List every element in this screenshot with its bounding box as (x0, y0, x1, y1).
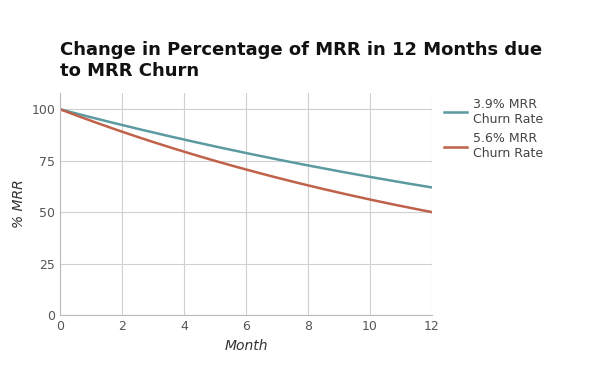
5.6% MRR
Churn Rate (58, 108, 65, 112)
3.9% MRR
Churn Rate (284, 159, 291, 164)
5.6% MRR
Churn Rate (56, 107, 64, 111)
3.9% MRR
Churn Rate (58, 107, 65, 112)
5.6% MRR
Churn Rate (278, 177, 285, 181)
5.6% MRR
Churn Rate (284, 178, 291, 183)
Line: 3.9% MRR
Churn Rate: 3.9% MRR Churn Rate (60, 109, 432, 187)
5.6% MRR
Churn Rate (428, 210, 436, 214)
3.9% MRR
Churn Rate (56, 107, 64, 111)
3.9% MRR
Churn Rate (370, 175, 377, 180)
3.9% MRR
Churn Rate (277, 158, 284, 162)
3.9% MRR
Churn Rate (394, 180, 401, 184)
3.9% MRR
Churn Rate (428, 185, 436, 190)
Legend: 3.9% MRR
Churn Rate, 5.6% MRR
Churn Rate: 3.9% MRR Churn Rate, 5.6% MRR Churn Rate (439, 93, 548, 165)
3.9% MRR
Churn Rate (278, 158, 285, 162)
Text: Change in Percentage of MRR in 12 Months due
to MRR Churn: Change in Percentage of MRR in 12 Months… (60, 41, 542, 80)
X-axis label: Month: Month (224, 339, 268, 353)
5.6% MRR
Churn Rate (370, 198, 377, 203)
Y-axis label: % MRR: % MRR (12, 180, 26, 229)
5.6% MRR
Churn Rate (394, 203, 401, 207)
Line: 5.6% MRR
Churn Rate: 5.6% MRR Churn Rate (60, 109, 432, 212)
5.6% MRR
Churn Rate (277, 176, 284, 181)
